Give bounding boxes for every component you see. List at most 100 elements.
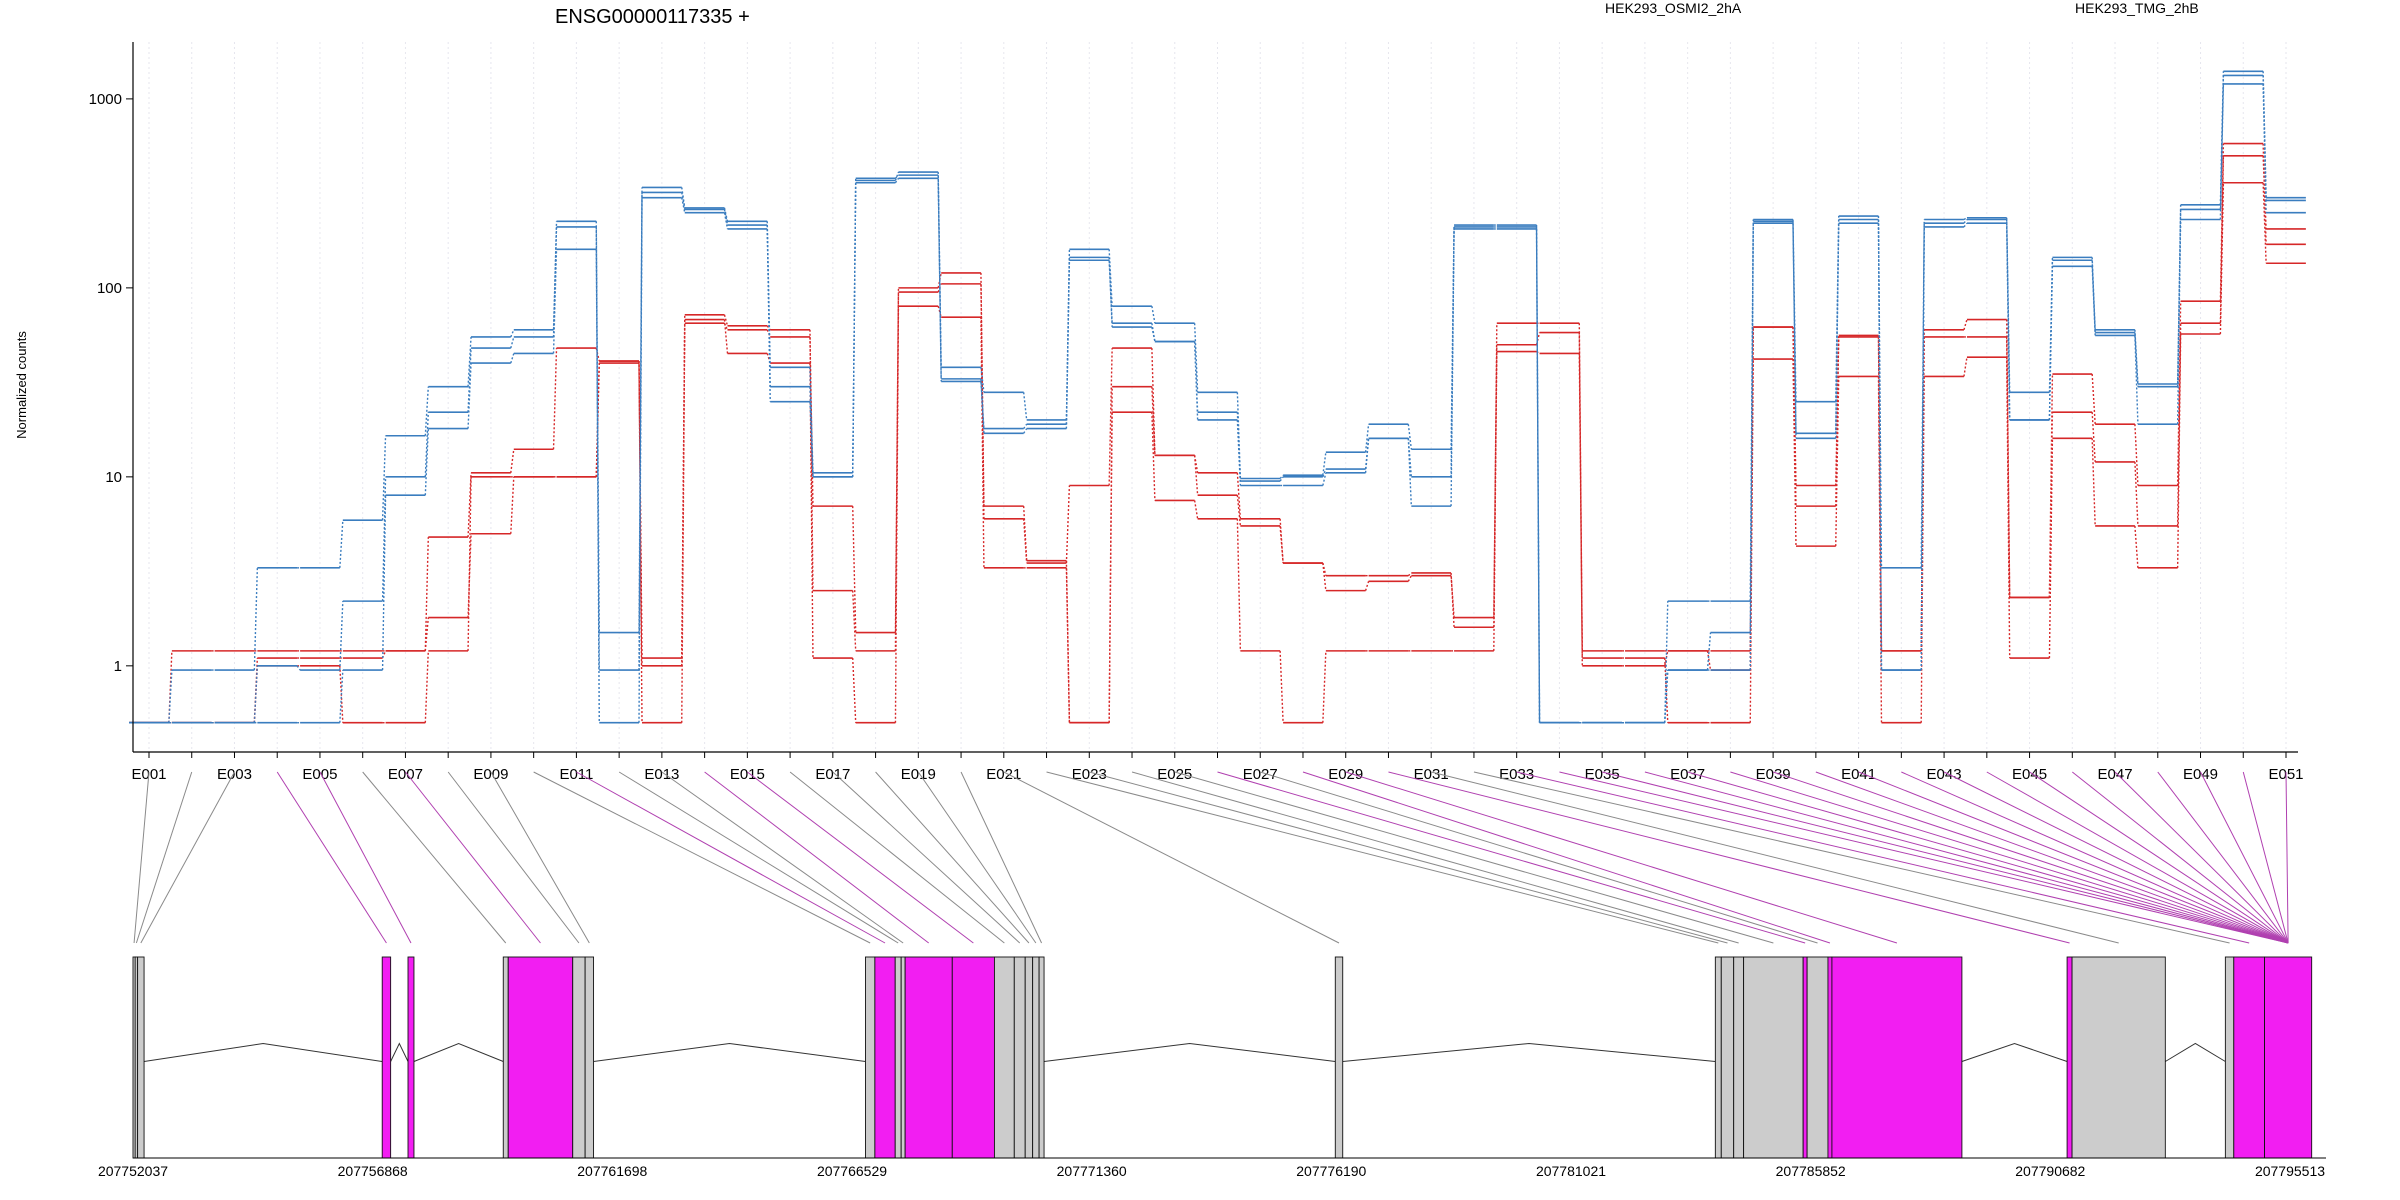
exon-bin [874, 956, 896, 1159]
exon-bin [1802, 956, 1808, 1159]
series-connector [1236, 518, 1242, 651]
x-tick-label: E039 [1756, 766, 1791, 783]
series-connector [2219, 83, 2225, 220]
intron-line [143, 1042, 383, 1062]
intron-line [413, 1042, 504, 1062]
exon-connector [832, 771, 1021, 944]
series-connector [1749, 223, 1754, 671]
exon-bin [2264, 956, 2313, 1159]
series-connector [510, 329, 515, 338]
series-connector [510, 476, 515, 534]
exon-connector [319, 771, 412, 944]
series-connector [1322, 650, 1327, 723]
series-connector [2091, 438, 2096, 526]
exon-bin [502, 956, 509, 1159]
series-connector [1108, 260, 1113, 324]
exon-bin [1032, 956, 1040, 1159]
series-connector [1664, 670, 1669, 723]
x-ticks: E001 E003 E005 E007 E009 E011 E013 E015 E017 E019… [131, 752, 2304, 783]
series-connector [552, 249, 558, 354]
x-tick-label: E005 [302, 766, 337, 783]
series-connector [1023, 428, 1028, 434]
series-connector [1407, 438, 1413, 507]
exon-connector [2071, 771, 2289, 944]
x-tick-label: E043 [1927, 766, 1962, 783]
exon-connector [2157, 771, 2289, 944]
series-connector [467, 533, 472, 618]
x-tick-label: E045 [2012, 766, 2047, 783]
exon-connector [1730, 771, 2289, 944]
exon-connector [1901, 771, 2289, 944]
intron-line [2165, 1042, 2226, 1062]
intron-line [390, 1042, 409, 1062]
y-tick-label: 100 [97, 280, 122, 297]
intron-line [1043, 1042, 1336, 1062]
series-connector [1493, 351, 1498, 651]
genomic-coordinate-labels: 207752037 207756868 207761698 207766529 2077… [98, 1163, 2325, 1179]
series-connector [2219, 182, 2225, 335]
series-connector [510, 336, 515, 349]
series-connector [2048, 438, 2054, 659]
x-tick-label: E033 [1499, 766, 1534, 783]
series-connector [1322, 562, 1327, 576]
exon-connector [1943, 771, 2289, 944]
y-ticks: 1 10 100 1000 [89, 91, 133, 675]
exon-connector [1644, 771, 2289, 944]
series-connector [424, 650, 430, 723]
x-tick-label: E049 [2183, 766, 2218, 783]
series-connector [723, 314, 729, 326]
series-connector [681, 323, 686, 723]
exon-bin [864, 956, 876, 1159]
exon-bin [572, 956, 586, 1159]
series-connector [381, 476, 387, 602]
series-connector [894, 171, 900, 181]
series-connector [1407, 424, 1413, 450]
series-connector [852, 182, 857, 477]
series-connector [1193, 455, 1199, 496]
exon-connector [1559, 771, 2289, 944]
series-connector [1236, 412, 1242, 482]
series-connector [2176, 333, 2182, 568]
exon-connector [1516, 771, 2250, 944]
exon-bin [137, 956, 145, 1159]
series-connector [1364, 438, 1370, 473]
series-connector [1578, 353, 1583, 659]
exon-bin [2066, 956, 2073, 1159]
exon-bin [1024, 956, 1034, 1159]
exon-connector [789, 771, 1005, 944]
series-connector [1835, 335, 1840, 507]
legend-osmi2-label: HEK293_OSMI2_2hA [1605, 0, 1742, 16]
vertical-gridlines [148, 42, 2287, 752]
series-connector [510, 353, 515, 364]
gene-title: ENSG00000117335 + [555, 6, 750, 28]
series-connector [467, 348, 472, 413]
exon-bin [1714, 956, 1722, 1159]
exon-connector [135, 771, 193, 944]
exon-connector [490, 771, 590, 944]
series-connector [809, 401, 814, 477]
exon-bin [1013, 956, 1026, 1159]
series-connector [1963, 217, 1968, 221]
series-connector [681, 197, 686, 213]
series-connector [1151, 348, 1156, 456]
exon-bin [993, 956, 1015, 1159]
series-connector [852, 657, 857, 723]
coordinate-label: 207756868 [338, 1163, 408, 1179]
y-tick-label: 1 [114, 658, 122, 675]
x-tick-label: E029 [1328, 766, 1363, 783]
series-connector [1407, 575, 1412, 582]
exon-connector [533, 771, 871, 944]
exon-bin [507, 956, 574, 1159]
exon-connector [1260, 771, 1818, 944]
exon-connector [1986, 771, 2289, 944]
series-connector [2091, 373, 2096, 425]
series-connector [894, 292, 900, 633]
series-connector [1193, 323, 1199, 393]
y-tick-label: 10 [105, 469, 122, 486]
series-connector [2091, 412, 2096, 462]
exon-connector [133, 771, 150, 944]
series-connector [1407, 438, 1413, 477]
exon-bin [407, 956, 415, 1159]
exon-bin [1831, 956, 1963, 1159]
series-connector [1193, 341, 1199, 420]
